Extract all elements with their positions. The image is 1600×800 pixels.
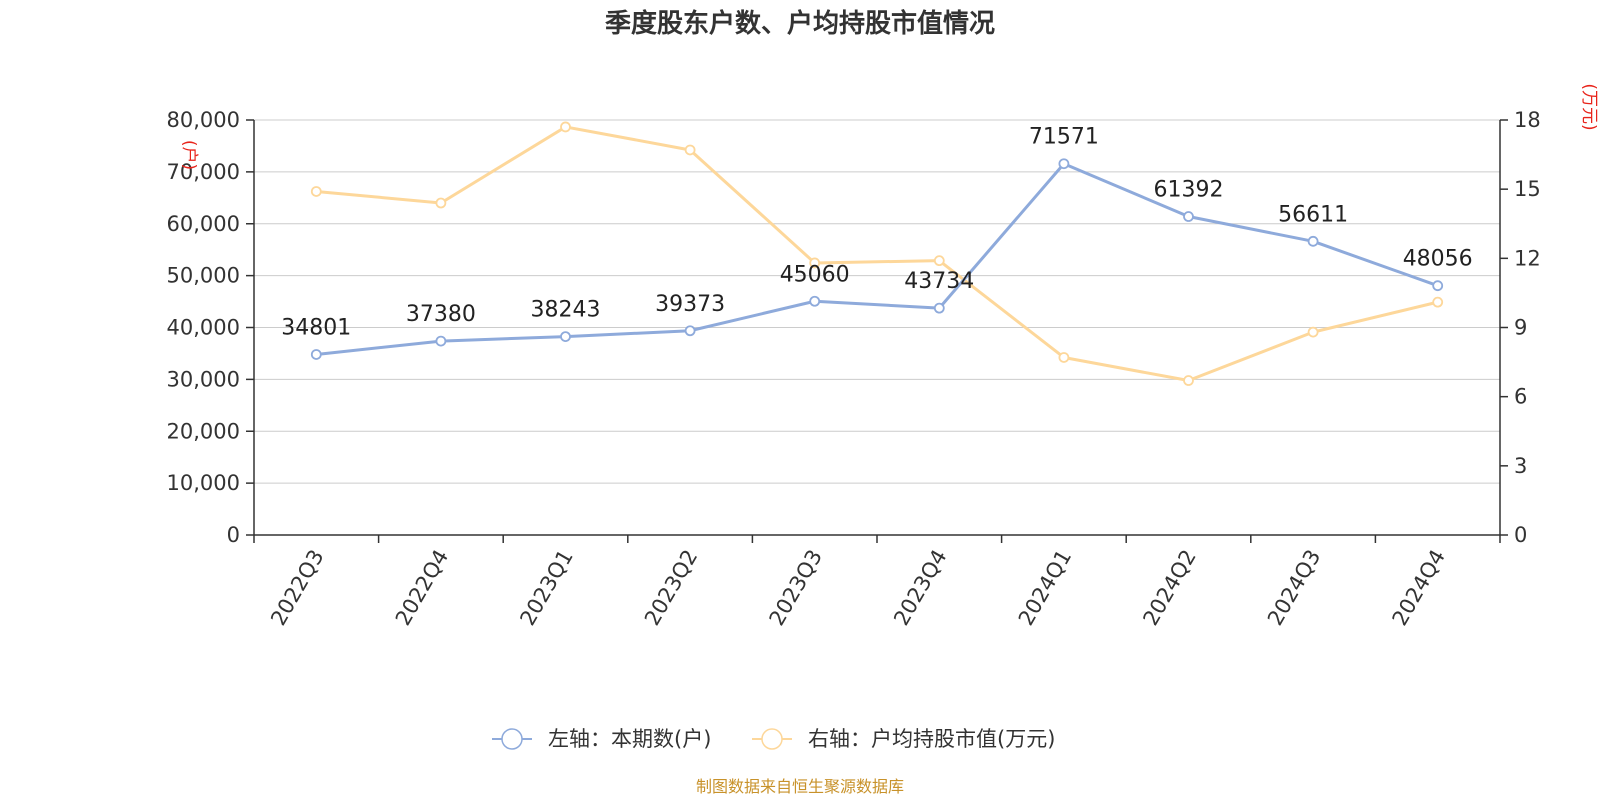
- left-axis-tick-label: 70,000: [167, 160, 240, 184]
- data-label: 45060: [780, 262, 850, 287]
- left-axis-tick-label: 60,000: [167, 212, 240, 236]
- x-axis-category-label: 2022Q3: [266, 546, 328, 630]
- data-point-right: [1183, 375, 1194, 386]
- right-axis-tick-label: 3: [1514, 454, 1527, 478]
- data-point-right: [560, 121, 571, 133]
- data-point-left: [310, 349, 322, 360]
- right-y-axis: 0 3 6 9 12 15 18: [1499, 108, 1541, 547]
- data-label: 37380: [406, 302, 476, 327]
- data-point-left: [560, 331, 571, 343]
- data-point-left: [684, 325, 696, 337]
- left-axis-tick-label: 10,000: [167, 471, 240, 495]
- data-label: 34801: [281, 315, 351, 340]
- data-point-left: [1058, 158, 1070, 170]
- data-point-left: [1307, 235, 1319, 247]
- data-point-right: [1307, 326, 1319, 338]
- x-axis-category-label: 2024Q2: [1138, 546, 1200, 630]
- x-axis-category-label: 2023Q1: [515, 546, 577, 630]
- data-label: 56611: [1278, 202, 1348, 227]
- left-axis-tick-label: 50,000: [167, 264, 240, 288]
- left-axis-tick-label: 40,000: [167, 316, 240, 340]
- series-line-left: [316, 162, 1439, 356]
- data-label: 39373: [655, 292, 725, 317]
- data-point-left: [809, 295, 821, 307]
- left-axis-tick-label: 80,000: [167, 108, 240, 132]
- data-point-right: [684, 144, 696, 156]
- legend: 左轴：本期数(户) 右轴：户均持股市值(万元): [492, 727, 1055, 751]
- data-label: 71571: [1029, 125, 1099, 150]
- source-note: 制图数据来自恒生聚源数据库: [696, 777, 904, 796]
- data-label: 48056: [1403, 247, 1473, 272]
- data-point-right: [933, 255, 945, 267]
- data-point-right: [1432, 296, 1444, 308]
- data-label: 43734: [904, 269, 974, 294]
- right-axis-unit: (万元): [1579, 83, 1599, 130]
- data-point-left: [933, 302, 945, 314]
- x-axis-category-label: 2022Q4: [391, 546, 453, 630]
- series-layer: [310, 121, 1444, 386]
- legend-item-left-series[interactable]: 左轴：本期数(户): [492, 727, 711, 751]
- right-axis-tick-label: 6: [1514, 385, 1527, 409]
- data-point-left: [1183, 211, 1194, 222]
- right-axis-tick-label: 9: [1514, 316, 1527, 340]
- left-axis-tick-label: 30,000: [167, 367, 240, 391]
- left-axis-unit: (户): [179, 140, 199, 170]
- legend-label-right-series: 右轴：户均持股市值(万元): [808, 727, 1055, 751]
- right-axis-tick-label: 15: [1514, 177, 1541, 201]
- data-labels: 34801 37380 38243 39373 45060 43734 71571 61392…: [281, 125, 1472, 341]
- legend-label-left-series: 左轴：本期数(户): [548, 727, 711, 751]
- grid-lines: [254, 119, 1500, 536]
- right-axis-tick-label: 18: [1514, 108, 1541, 132]
- left-axis-tick-label: 0: [227, 523, 240, 547]
- right-axis-tick-label: 0: [1514, 523, 1527, 547]
- data-label: 61392: [1154, 178, 1224, 203]
- series-line-right: [316, 125, 1439, 383]
- x-axis-category-label: 2024Q1: [1014, 546, 1076, 630]
- data-point-right: [310, 186, 322, 197]
- data-point-left: [435, 335, 447, 347]
- left-y-axis: 0 10,000 20,000 30,000 40,000 50,000 60,000 70,…: [167, 108, 255, 547]
- x-axis-category-label: 2023Q3: [765, 546, 827, 630]
- legend-item-right-series[interactable]: 右轴：户均持股市值(万元): [752, 727, 1055, 751]
- x-axis-category-label: 2023Q4: [889, 546, 951, 630]
- data-point-right: [435, 197, 447, 209]
- left-axis-tick-label: 20,000: [167, 419, 240, 443]
- chart-title: 季度股东户数、户均持股市值情况: [605, 8, 995, 39]
- data-point-right: [809, 257, 821, 269]
- x-axis: 2022Q3 2022Q4 2023Q1 2023Q2 2023Q3 2023Q4 2024…: [253, 534, 1501, 630]
- x-axis-category-label: 2023Q2: [640, 546, 702, 630]
- x-axis-category-label: 2024Q4: [1388, 546, 1450, 630]
- legend-marker-right-series: [761, 728, 783, 750]
- legend-marker-left-series: [501, 728, 523, 750]
- data-label: 38243: [531, 298, 601, 323]
- data-point-right: [1058, 352, 1070, 363]
- data-point-left: [1432, 280, 1444, 292]
- right-axis-tick-label: 12: [1514, 246, 1541, 270]
- x-axis-category-label: 2024Q3: [1263, 546, 1325, 630]
